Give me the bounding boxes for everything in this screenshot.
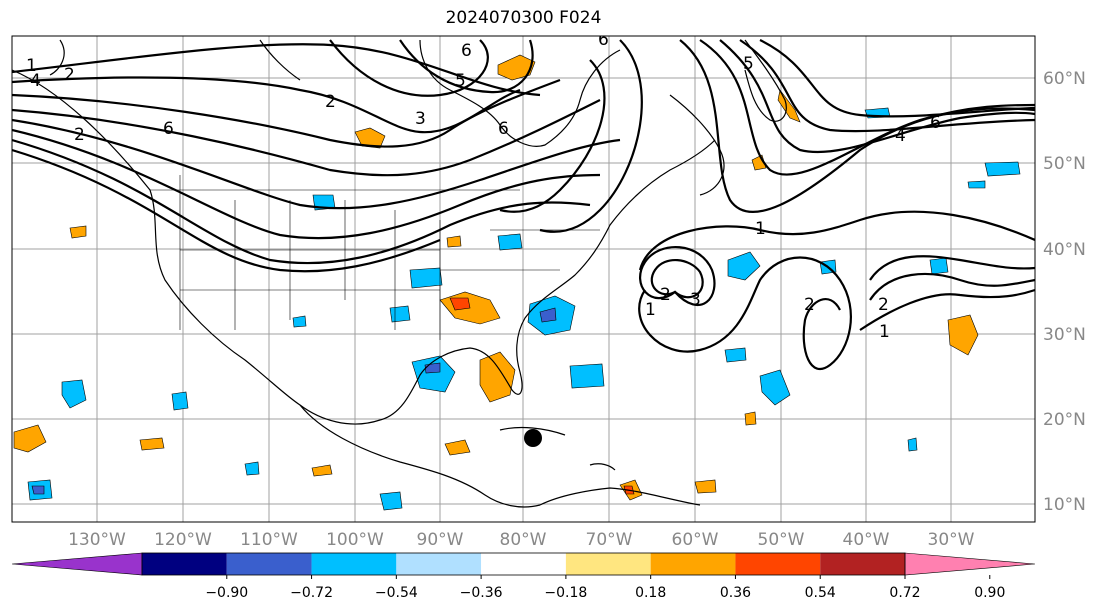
contour-label: 4 [895, 126, 906, 146]
colorbar-extend-min [11, 552, 143, 576]
contour-label: 2 [74, 125, 85, 145]
colorbar-segment [735, 553, 821, 575]
longitude-label: 120°W [154, 530, 212, 550]
contour-label: 6 [930, 113, 941, 133]
longitude-label: 40°W [843, 530, 890, 550]
longitude-label: 90°W [417, 530, 464, 550]
colorbar-outline [141, 552, 906, 576]
map-title: 2024070300 F024 [445, 8, 602, 28]
latitude-label: 40°N [1043, 240, 1086, 260]
contour-label: 2 [64, 65, 75, 85]
colorbar-tick-label: −0.72 [290, 585, 333, 601]
colorbar-tick-label: −0.18 [544, 585, 587, 601]
colorbar-ticks: −0.90 −0.72 −0.54 −0.36 −0.18 0.18 0.36 0.54 0.7… [205, 575, 1005, 601]
colorbar-segment [565, 553, 651, 575]
contour-label: 3 [690, 290, 701, 310]
latitude-label: 10°N [1043, 495, 1086, 515]
colorbar-segment [142, 553, 227, 575]
longitude-label: 50°W [758, 530, 805, 550]
contour-label: 6 [461, 41, 472, 61]
colorbar-tick-label: −0.90 [205, 585, 248, 601]
coastlines [12, 39, 787, 508]
longitude-label: 130°W [68, 530, 126, 550]
contour-lines [12, 39, 1035, 371]
contour-label: 5 [743, 54, 754, 74]
contour-label: 1 [645, 300, 656, 320]
colorbar-tick-label: 0.72 [889, 585, 920, 601]
contour-label: 6 [163, 119, 174, 139]
colorbar-segments [11, 552, 1036, 576]
state-borders [150, 175, 600, 340]
contour-label: 1 [879, 322, 890, 342]
contour-label: 1 [755, 219, 766, 239]
colorbar-segment [481, 553, 566, 575]
colorbar-tick-label: −0.36 [460, 585, 503, 601]
longitude-label: 30°W [928, 530, 975, 550]
colorbar-segment [311, 553, 397, 575]
map-frame [11, 35, 1036, 523]
colorbar-tick-label: 0.18 [635, 585, 666, 601]
contour-label: 1 [26, 56, 37, 76]
latitude-label: 60°N [1043, 69, 1086, 89]
colorbar-tick-label: 0.54 [805, 585, 836, 601]
latitude-axis: 60°N 50°N 40°N 30°N 20°N 10°N [1043, 69, 1086, 515]
contour-label: 2 [660, 285, 671, 305]
contour-label: 5 [455, 71, 466, 91]
contour-label: 4 [30, 71, 41, 91]
latitude-label: 30°N [1043, 325, 1086, 345]
graticule [12, 36, 1035, 522]
longitude-label: 100°W [326, 530, 384, 550]
latitude-label: 20°N [1043, 410, 1086, 430]
contour-labels: 1 2 4 2 6 6 5 2 3 6 5 6 4 6 1 2 2 1 2 3 [26, 30, 941, 342]
colorbar-extend-max [904, 552, 1036, 576]
longitude-label: 110°W [240, 530, 298, 550]
colorbar-tick-label: 0.36 [720, 585, 751, 601]
colorbar-segment [396, 553, 482, 575]
longitude-label: 80°W [500, 530, 547, 550]
contour-label: 2 [878, 295, 889, 315]
longitude-label: 70°W [586, 530, 633, 550]
longitude-axis: 130°W 120°W 110°W 100°W 90°W 80°W 70°W 6… [68, 530, 975, 550]
colorbar-segment [820, 553, 905, 575]
colorbar-tick-label: 0.90 [974, 585, 1005, 601]
colorbar-segment [650, 553, 736, 575]
colorbar: −0.90 −0.72 −0.54 −0.36 −0.18 0.18 0.36 0.54 0.7… [11, 552, 1036, 601]
contour-label: 3 [415, 109, 426, 129]
colorbar-tick-label: −0.54 [375, 585, 418, 601]
colorbar-segment [226, 553, 312, 575]
latitude-label: 50°N [1043, 154, 1086, 174]
contour-label: 2 [804, 295, 815, 315]
contour-label: 6 [598, 30, 609, 50]
map-panel: 1 2 4 2 6 6 5 2 3 6 5 6 4 6 1 2 2 1 2 3 [11, 30, 1036, 523]
longitude-label: 60°W [672, 530, 719, 550]
storm-center-marker [524, 429, 542, 447]
contour-label: 2 [325, 92, 336, 112]
contour-label: 6 [498, 119, 509, 139]
